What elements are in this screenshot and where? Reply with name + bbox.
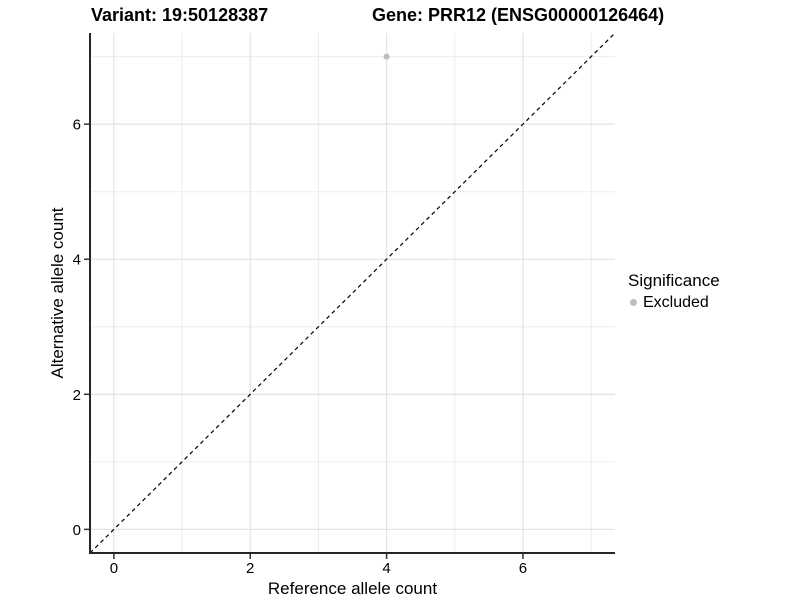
y-axis-title: Alternative allele count <box>48 207 67 379</box>
x-tick-label: 4 <box>382 560 390 577</box>
data-point <box>383 53 390 60</box>
y-tick-label: 6 <box>73 117 81 134</box>
x-tick-label: 6 <box>519 560 527 577</box>
legend-item-label: Excluded <box>643 294 709 311</box>
legend: Significance Excluded <box>628 271 720 312</box>
y-tick-label: 4 <box>73 252 81 269</box>
gene-title: Gene: PRR12 (ENSG00000126464) <box>372 5 665 25</box>
x-tick-label: 2 <box>246 560 254 577</box>
legend-title: Significance <box>628 271 720 290</box>
legend-item-excluded: Excluded <box>628 293 720 312</box>
y-tick-label: 2 <box>73 387 81 404</box>
legend-point-icon <box>630 299 637 306</box>
x-tick-label: 0 <box>110 560 118 577</box>
identity-reference-line <box>89 32 616 554</box>
x-axis-title: Reference allele count <box>267 579 438 598</box>
variant-title: Variant: 19:50128387 <box>91 5 269 25</box>
y-tick-label: 0 <box>73 522 81 539</box>
